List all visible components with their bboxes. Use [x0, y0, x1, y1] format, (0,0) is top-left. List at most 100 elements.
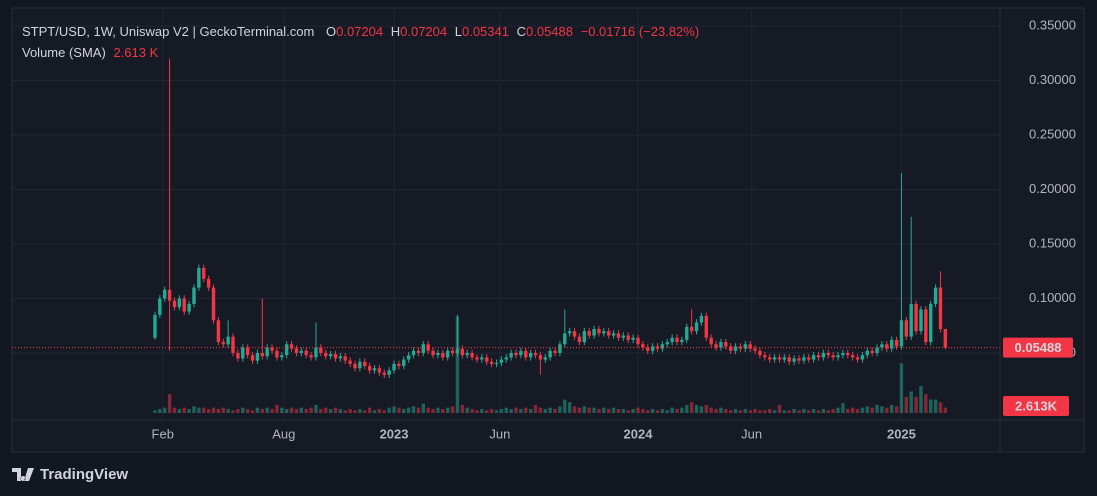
candle-body — [231, 336, 235, 353]
volume-bar — [641, 408, 645, 414]
volume-bar — [226, 408, 230, 414]
volume-bar — [919, 386, 923, 414]
volume-bar — [753, 408, 757, 414]
volume-bar — [519, 408, 523, 414]
volume-bar — [870, 407, 874, 414]
candle-body — [470, 352, 474, 358]
candle-body — [382, 372, 386, 375]
candle-body — [187, 303, 191, 312]
volume-bar — [221, 407, 225, 414]
volume-bar — [646, 410, 650, 414]
candle-body — [304, 350, 308, 356]
volume-sma-label: 2.613K — [1015, 398, 1058, 413]
volume-bar — [245, 408, 250, 414]
candle-body — [821, 352, 826, 358]
candle-body — [880, 344, 884, 348]
volume-bar — [445, 407, 450, 414]
candle-body — [685, 326, 689, 340]
candle-body — [743, 344, 748, 349]
candle-body — [870, 350, 874, 353]
candle-body — [933, 287, 938, 304]
volume-bar — [685, 404, 689, 414]
candle-body — [163, 289, 167, 299]
volume-bar — [929, 399, 933, 414]
volume-bar — [724, 408, 728, 414]
volume-bar — [631, 408, 635, 414]
ohlc-value: 0.07204 — [336, 24, 383, 39]
volume-bar — [299, 407, 304, 414]
candle-body — [563, 333, 567, 345]
volume-bar — [499, 408, 504, 414]
candle-body — [177, 298, 182, 308]
volume-bar — [363, 410, 367, 414]
volume-bar — [514, 407, 518, 414]
volume-bar — [670, 407, 674, 414]
volume-bar — [524, 407, 528, 414]
volume-bar — [197, 407, 201, 414]
volume-bar — [563, 399, 567, 414]
candle-body — [811, 355, 816, 360]
candle-body — [211, 287, 216, 321]
candle-body — [670, 337, 674, 343]
last-price-box — [1003, 337, 1073, 358]
volume-bar — [826, 410, 830, 414]
candle-body — [572, 331, 577, 337]
volume-bar — [387, 407, 391, 414]
candle-body — [328, 354, 333, 357]
y-tick-label: 0.35000 — [1029, 17, 1076, 32]
volume-bar — [426, 407, 430, 414]
volume-bar — [343, 410, 347, 414]
volume-bar — [885, 407, 889, 414]
volume-bar — [938, 402, 943, 414]
candle-body — [489, 361, 494, 364]
candle-body — [519, 350, 523, 356]
volume-bar — [733, 408, 738, 414]
volume-bar — [914, 396, 918, 414]
candle-body — [411, 350, 416, 356]
candle-body — [777, 357, 782, 360]
candle-body — [841, 352, 845, 356]
volume-bar — [436, 407, 440, 414]
volume-bar — [875, 404, 879, 414]
candle-body — [367, 366, 372, 371]
volume-bar — [831, 408, 835, 414]
volume-bar — [841, 403, 845, 414]
candle-body — [265, 347, 269, 357]
volume-bar — [348, 408, 352, 414]
candle-body — [548, 350, 552, 358]
candle-body — [353, 363, 357, 369]
volume-bar — [187, 408, 191, 414]
candle-body — [689, 326, 694, 332]
ohlc-value: 0.05488 — [526, 24, 573, 39]
y-tick-label: 0.20000 — [1029, 181, 1076, 196]
candle-body — [543, 357, 547, 360]
volume-bar — [406, 407, 411, 414]
candle-body — [885, 344, 889, 349]
candle-body — [904, 320, 909, 337]
volume-bar — [163, 407, 167, 414]
volume-bar — [402, 408, 406, 414]
candle-body — [182, 298, 186, 312]
volume-bar — [597, 408, 601, 414]
volume-bar — [216, 408, 221, 414]
candle-body — [894, 339, 899, 347]
volume-bar — [758, 410, 762, 414]
volume-bar — [792, 408, 796, 414]
candle-body — [528, 352, 533, 358]
ohlc-letter: C — [517, 24, 526, 39]
volume-bar — [528, 408, 533, 414]
candle-body — [275, 350, 279, 358]
volume-bar — [289, 407, 294, 414]
volume-bar — [650, 408, 655, 414]
volume-bar — [768, 408, 772, 414]
volume-bar — [548, 407, 552, 414]
candle-body — [694, 322, 699, 332]
volume-bar — [811, 408, 816, 414]
candle-body — [943, 328, 948, 348]
ohlc-value: 0.05341 — [462, 24, 509, 39]
candle-body — [919, 309, 923, 332]
volume-bar — [889, 404, 894, 414]
candle-body — [533, 352, 538, 356]
candle-body — [206, 278, 211, 288]
candle-body — [431, 350, 435, 356]
